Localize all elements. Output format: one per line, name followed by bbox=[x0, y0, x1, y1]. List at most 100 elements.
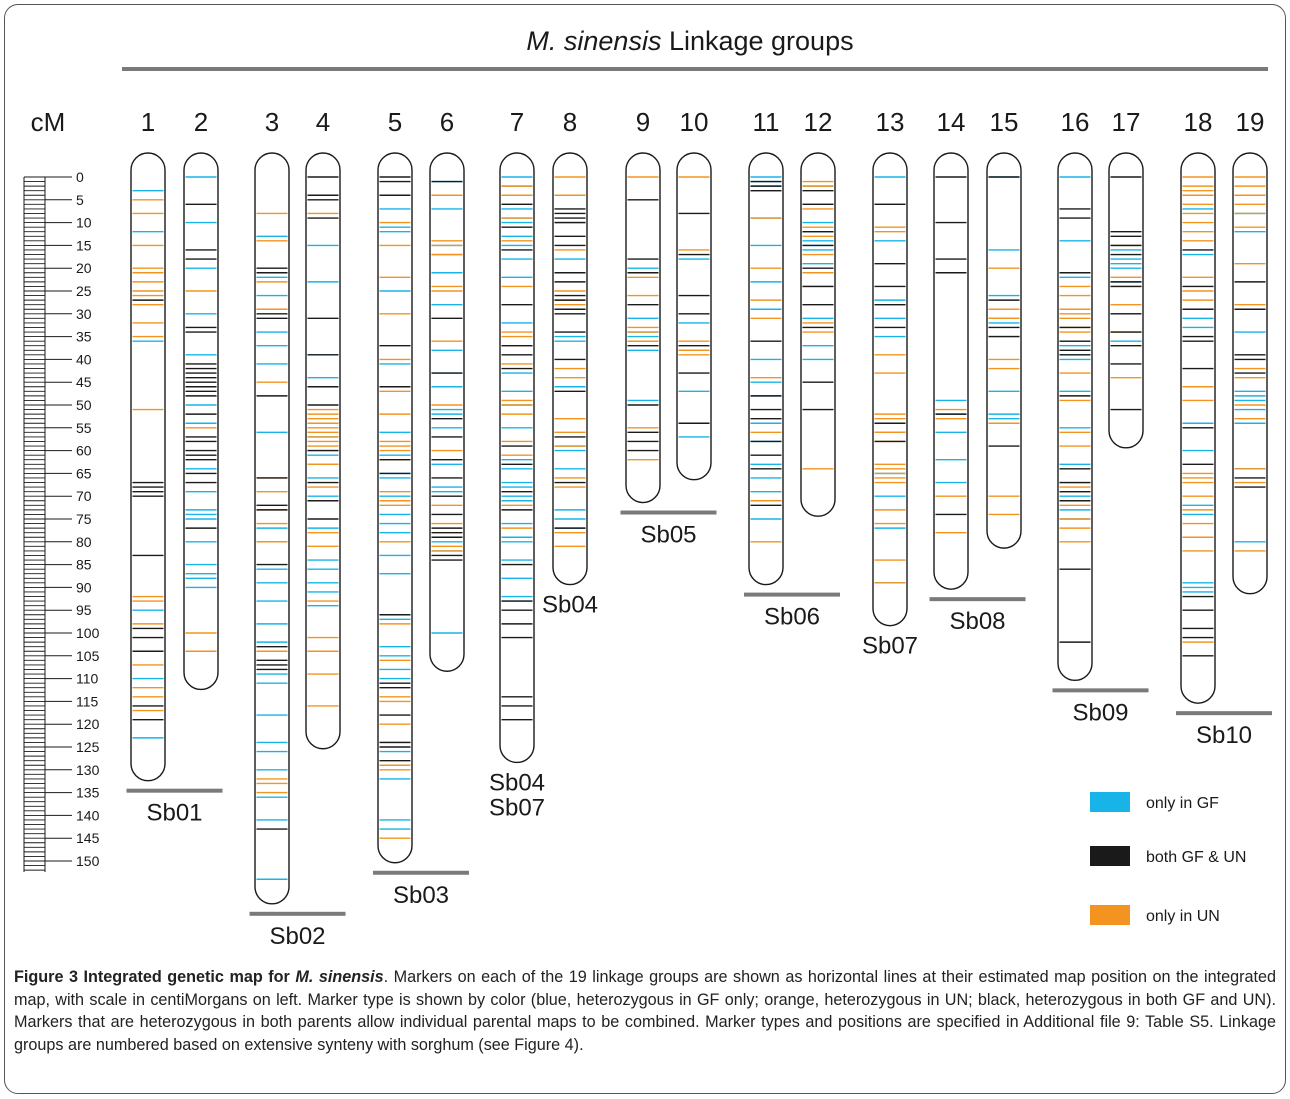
legend-label-un: only in UN bbox=[1146, 908, 1220, 925]
chromosome-outline bbox=[748, 152, 784, 586]
chromosome-outline bbox=[552, 152, 588, 586]
sorghum-group-label: Sb10 bbox=[1196, 722, 1252, 749]
scale-tick-label: 125 bbox=[76, 739, 100, 755]
linkage-group-16: 16 bbox=[1057, 107, 1093, 682]
linkage-group-11: 11 bbox=[748, 107, 784, 586]
chromosome-outline bbox=[1108, 152, 1144, 449]
sorghum-group-label: Sb09 bbox=[1072, 699, 1128, 726]
linkage-group-6: 6 bbox=[429, 107, 465, 672]
legend: only in GF both GF & UN only in UN bbox=[1090, 792, 1246, 925]
caption-body: . Markers on each of the 19 linkage grou… bbox=[14, 968, 1276, 1054]
linkage-group-number: 1 bbox=[141, 107, 155, 137]
sorghum-group-label: Sb02 bbox=[269, 923, 325, 950]
chromosome-outline bbox=[933, 152, 969, 590]
caption-title: Figure 3 Integrated genetic map for bbox=[14, 968, 296, 986]
scale-tick-label: 90 bbox=[76, 579, 92, 595]
chromosome-outline bbox=[499, 152, 535, 764]
linkage-group-3: 3 bbox=[254, 107, 290, 905]
scale-tick-label: 135 bbox=[76, 785, 100, 801]
linkage-group-number: 8 bbox=[563, 107, 577, 137]
legend-swatch-gf bbox=[1090, 792, 1130, 812]
linkage-group-number: 13 bbox=[876, 107, 905, 137]
scale-tick-label: 70 bbox=[76, 488, 92, 504]
legend-swatch-un bbox=[1090, 905, 1130, 925]
linkage-group-number: 15 bbox=[990, 107, 1019, 137]
linkage-group-12: 12 bbox=[800, 107, 836, 517]
scale-tick-label: 85 bbox=[76, 557, 92, 573]
chromosome-outline bbox=[676, 152, 712, 481]
linkage-group-8: 8 bbox=[552, 107, 588, 586]
linkage-group-1: 1 bbox=[130, 107, 166, 782]
linkage-group-number: 17 bbox=[1112, 107, 1141, 137]
sorghum-group: Sb01 bbox=[126, 788, 223, 827]
chromosome-outline bbox=[254, 152, 290, 905]
scale-tick-label: 35 bbox=[76, 329, 92, 345]
linkage-group-number: 3 bbox=[265, 107, 279, 137]
chromosome-outline bbox=[986, 152, 1022, 549]
chromosome-outline bbox=[429, 152, 465, 672]
linkage-group-19: 19 bbox=[1232, 107, 1268, 595]
linkage-group-number: 18 bbox=[1184, 107, 1213, 137]
legend-label-gf: only in GF bbox=[1146, 795, 1219, 812]
linkage-group-number: 9 bbox=[636, 107, 650, 137]
scale-tick-label: 120 bbox=[76, 716, 100, 732]
linkage-group-number: 2 bbox=[194, 107, 208, 137]
linkage-group-number: 5 bbox=[388, 107, 402, 137]
scale-tick-label: 50 bbox=[76, 397, 92, 413]
linkage-group-number: 10 bbox=[680, 107, 709, 137]
chromosome-outline bbox=[130, 152, 166, 782]
linkage-groups: 1 2 3 4 5 6 7 8 9 10 11 12 13 14 15 16 17 18 19 bbox=[130, 107, 1268, 905]
scale-tick-label: 45 bbox=[76, 374, 92, 390]
linkage-group-17: 17 bbox=[1108, 107, 1144, 449]
sorghum-group: Sb06 bbox=[744, 592, 840, 631]
scale-tick-label: 80 bbox=[76, 534, 92, 550]
sorghum-group: Sb05 bbox=[620, 510, 717, 549]
sorghum-group: Sb08 bbox=[929, 597, 1026, 635]
sorghum-group-label: Sb01 bbox=[146, 800, 202, 827]
linkage-group-7: 7 bbox=[499, 107, 535, 764]
scale-tick-label: 55 bbox=[76, 420, 92, 436]
chromosome-outline bbox=[872, 152, 908, 627]
scale-tick-label: 40 bbox=[76, 351, 92, 367]
sorghum-group-label: Sb08 bbox=[949, 608, 1005, 635]
linkage-group-14: 14 bbox=[933, 107, 969, 590]
sorghum-group-bar bbox=[744, 592, 840, 597]
scale-tick-label: 110 bbox=[76, 671, 99, 687]
sorghum-group: Sb04 bbox=[542, 592, 598, 619]
scale-tick-label: 75 bbox=[76, 511, 92, 527]
sorghum-group-label: Sb05 bbox=[640, 522, 696, 549]
chromosome-outline bbox=[800, 152, 836, 517]
linkage-group-10: 10 bbox=[676, 107, 712, 481]
sorghum-group-bar bbox=[126, 788, 223, 793]
scale-unit-label: cM bbox=[31, 107, 66, 137]
sorghum-group-label: Sb03 bbox=[393, 882, 449, 909]
chromosome-outline bbox=[305, 152, 341, 750]
sorghum-group: Sb09 bbox=[1052, 688, 1149, 726]
scale-tick-label: 5 bbox=[76, 192, 84, 208]
sorghum-group: Sb10 bbox=[1176, 711, 1272, 749]
legend-swatch-both bbox=[1090, 846, 1130, 866]
chromosome-outline bbox=[183, 152, 219, 691]
linkage-group-4: 4 bbox=[305, 107, 341, 750]
sorghum-group-bar bbox=[249, 911, 346, 916]
linkage-group-number: 12 bbox=[804, 107, 833, 137]
linkage-group-2: 2 bbox=[183, 107, 219, 691]
sorghum-group-label: Sb07 bbox=[862, 633, 918, 660]
linkage-group-9: 9 bbox=[625, 107, 661, 504]
sorghum-group-bar bbox=[373, 870, 469, 875]
sorghum-group-label: Sb04 bbox=[542, 592, 598, 619]
scale-tick-label: 145 bbox=[76, 830, 100, 846]
linkage-group-15: 15 bbox=[986, 107, 1022, 549]
title-bar bbox=[122, 67, 1268, 71]
sorghum-group-bar bbox=[1052, 688, 1149, 693]
sorghum-group-bar bbox=[620, 510, 717, 515]
linkage-group-number: 7 bbox=[510, 107, 524, 137]
scale-tick-label: 115 bbox=[76, 693, 99, 709]
figure-caption: Figure 3 Integrated genetic map for M. s… bbox=[14, 966, 1276, 1056]
sorghum-group: Sb03 bbox=[373, 870, 469, 909]
chromosome-outline bbox=[1057, 152, 1093, 682]
chromosome-outline bbox=[625, 152, 661, 504]
sorghum-group-label: Sb06 bbox=[764, 604, 820, 631]
